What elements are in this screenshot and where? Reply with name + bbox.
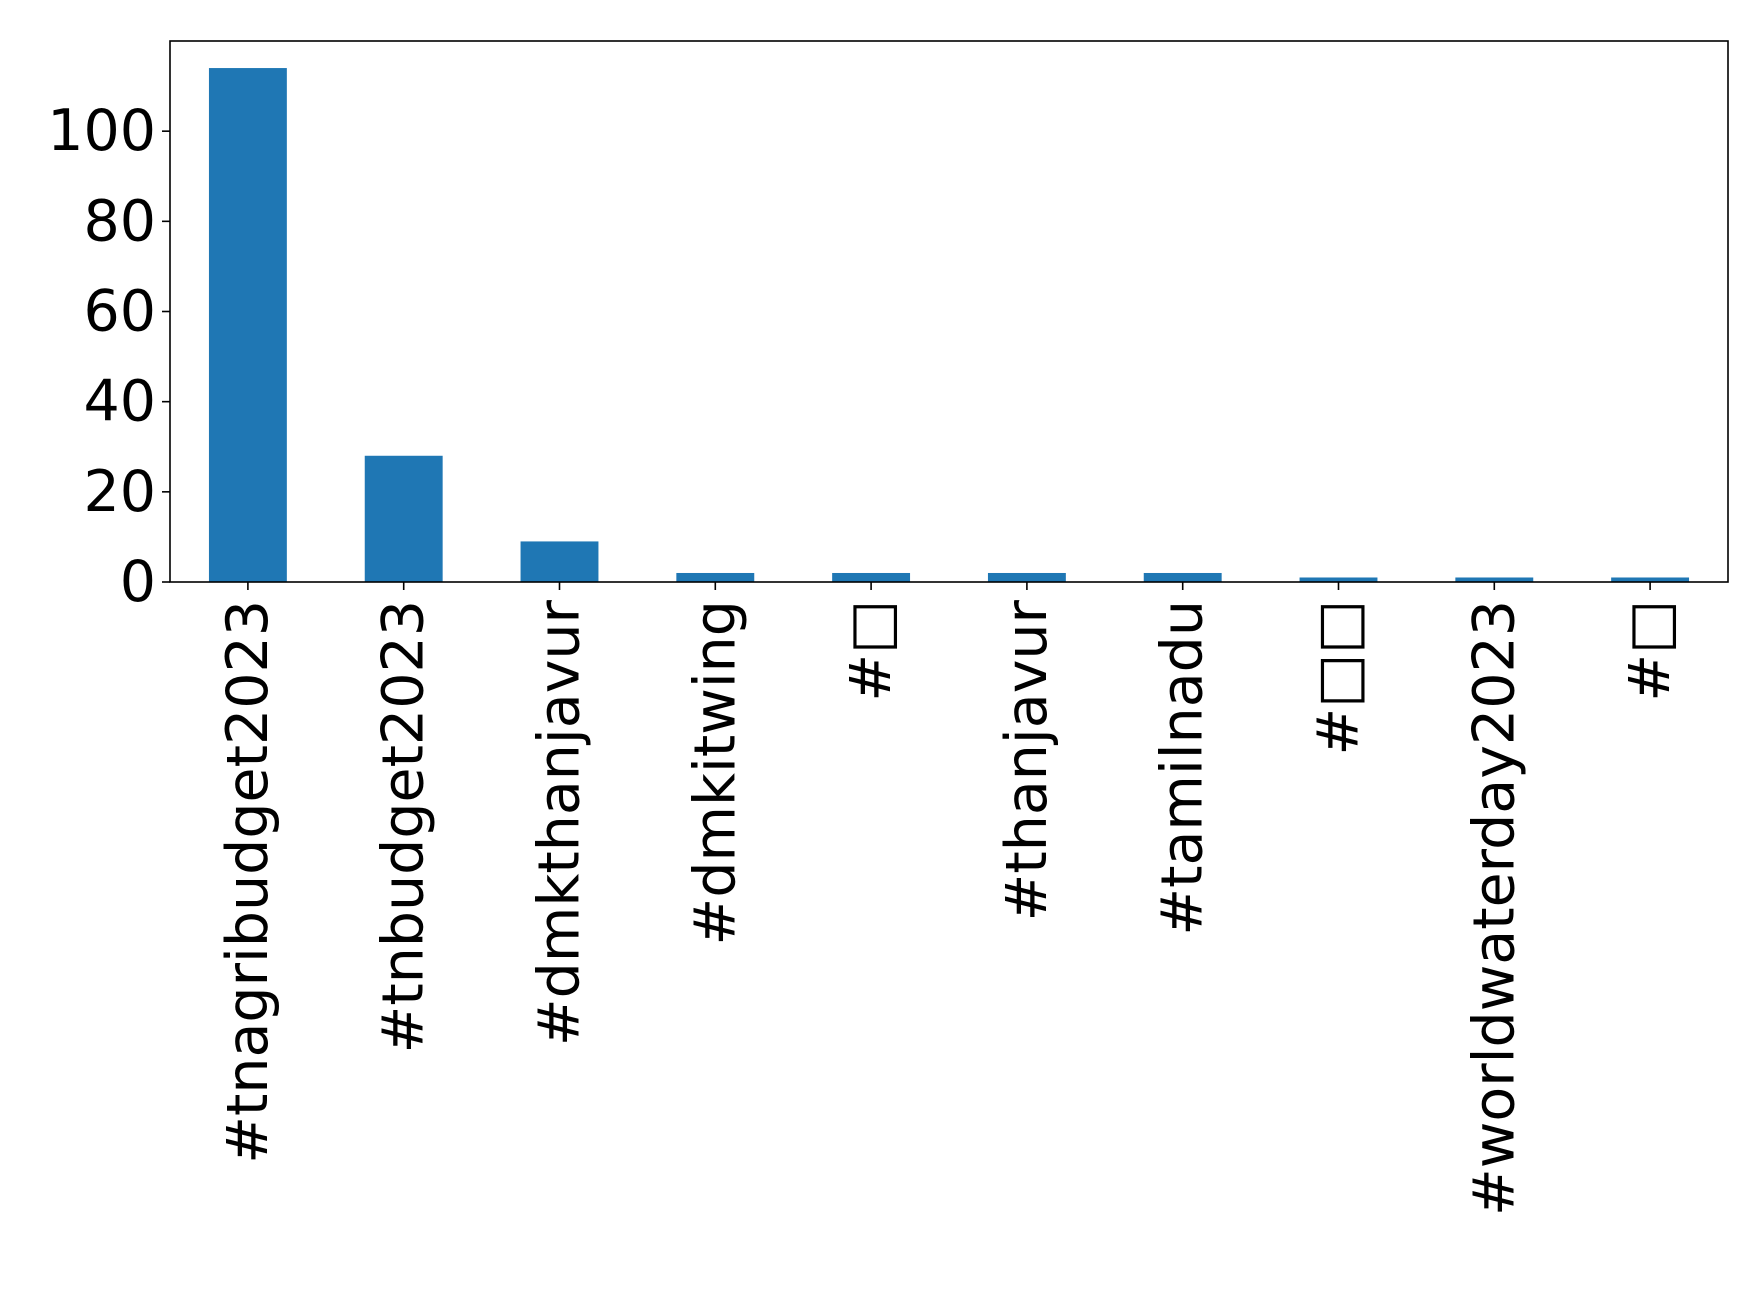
- x-axis: #tnagribudget2023 #tnbudget2023 #dmkthanja…: [215, 582, 1683, 1216]
- x-tick-label-8: #worldwaterday2023: [1461, 600, 1527, 1216]
- x-tick-label-0: #tnagribudget2023: [215, 600, 281, 1164]
- bar-3: [676, 572, 755, 582]
- bars-layer: [208, 68, 1690, 583]
- bar-2: [520, 541, 599, 582]
- y-tick-label-2: 40: [83, 369, 156, 435]
- y-tick-label-5: 100: [47, 98, 156, 164]
- y-tick-label-4: 80: [83, 188, 156, 254]
- x-tick-label-6: #tamilnadu: [1150, 600, 1216, 936]
- x-tick-label-5: #thanjavur: [994, 599, 1060, 921]
- x-tick-label-2: #dmkthanjavur: [527, 599, 593, 1046]
- y-axis: 0 20 40 60 80 100: [47, 98, 170, 615]
- x-tick-label-3: #dmkitwing: [682, 600, 748, 945]
- bar-1: [364, 455, 443, 582]
- bar-0: [208, 68, 287, 583]
- y-tick-label-1: 20: [83, 459, 156, 525]
- bar-8: [1455, 577, 1534, 582]
- bar-4: [832, 572, 911, 582]
- x-tick-label-7: #□□: [1306, 600, 1372, 755]
- x-tick-label-1: #tnbudget2023: [371, 600, 437, 1053]
- bar-5: [987, 572, 1066, 582]
- x-tick-label-4: #□: [838, 600, 904, 702]
- bar-7: [1299, 577, 1378, 582]
- y-tick-label-0: 0: [120, 549, 156, 615]
- x-tick-label-9: #□: [1617, 600, 1683, 702]
- bar-6: [1143, 572, 1222, 582]
- bar-9: [1611, 577, 1690, 582]
- y-tick-label-3: 60: [83, 279, 156, 345]
